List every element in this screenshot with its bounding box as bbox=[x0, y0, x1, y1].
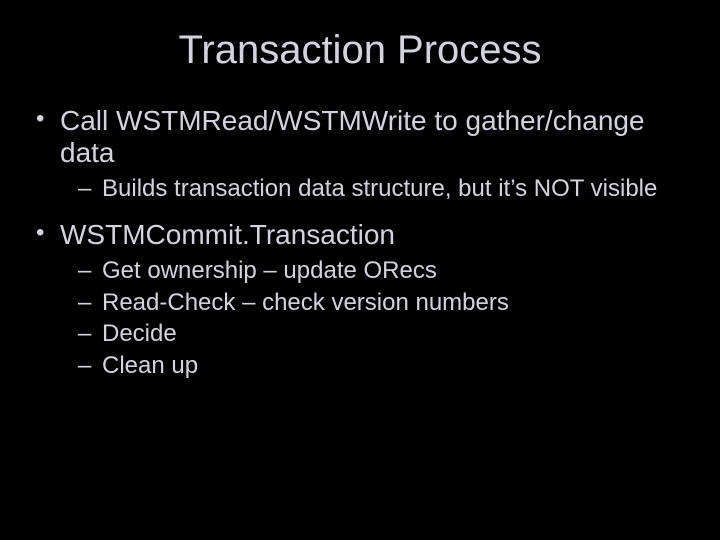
bullet-l1: WSTMCommit.Transaction bbox=[36, 219, 690, 251]
slide: Transaction Process Call WSTMRead/WSTMWr… bbox=[0, 0, 720, 540]
bullet-group-0: Call WSTMRead/WSTMWrite to gather/change… bbox=[36, 105, 690, 203]
bullet-l2: Read-Check – check version numbers bbox=[36, 289, 690, 317]
bullet-l1: Call WSTMRead/WSTMWrite to gather/change… bbox=[36, 105, 690, 169]
bullet-l2: Clean up bbox=[36, 352, 690, 380]
slide-content: Call WSTMRead/WSTMWrite to gather/change… bbox=[0, 105, 720, 380]
bullet-group-1: WSTMCommit.Transaction Get ownership – u… bbox=[36, 219, 690, 380]
slide-title: Transaction Process bbox=[0, 0, 720, 105]
bullet-l2: Get ownership – update ORecs bbox=[36, 257, 690, 285]
bullet-l2: Decide bbox=[36, 320, 690, 348]
bullet-l2: Builds transaction data structure, but i… bbox=[36, 175, 690, 203]
